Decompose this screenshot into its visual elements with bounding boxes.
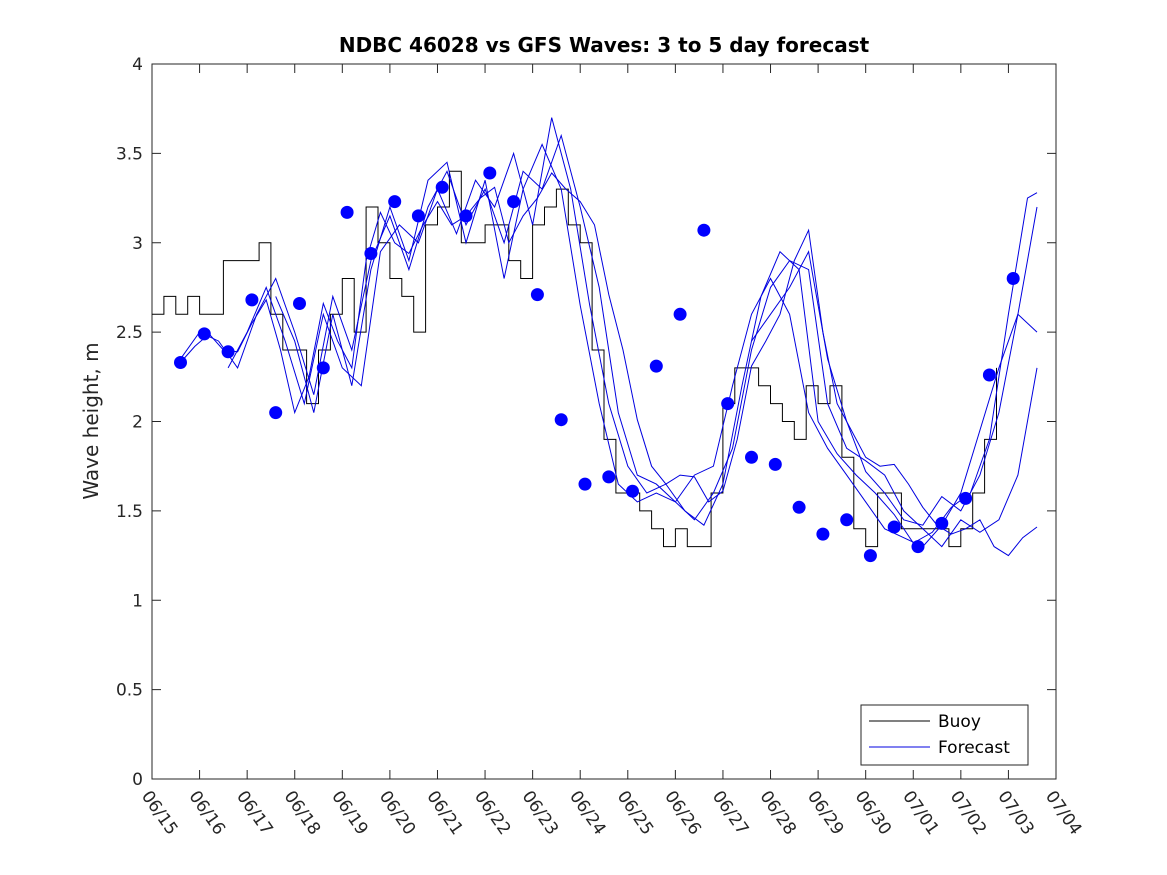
forecast-point bbox=[316, 361, 330, 375]
x-tick-label: 06/16 bbox=[185, 787, 229, 839]
x-tick-label: 06/17 bbox=[232, 787, 276, 839]
x-tick-label: 06/25 bbox=[613, 787, 657, 839]
forecast-point bbox=[364, 247, 378, 260]
x-tick-label: 06/29 bbox=[803, 787, 847, 839]
x-tick-label: 06/28 bbox=[755, 787, 799, 839]
forecast-point bbox=[721, 397, 735, 411]
x-tick-label: 07/03 bbox=[993, 787, 1037, 839]
y-tick-label: 1 bbox=[132, 591, 143, 611]
forecast-line bbox=[180, 172, 1038, 557]
buoy-line bbox=[152, 170, 997, 548]
forecast-point bbox=[816, 527, 830, 541]
forecast-point bbox=[1006, 272, 1020, 285]
forecast-point bbox=[174, 356, 187, 369]
forecast-point bbox=[221, 345, 235, 359]
x-tick-label: 06/15 bbox=[137, 787, 181, 839]
forecast-markers bbox=[174, 166, 1020, 563]
forecast-series bbox=[180, 117, 1038, 557]
forecast-point bbox=[697, 223, 711, 237]
forecast-point bbox=[340, 205, 354, 219]
forecast-line bbox=[275, 143, 1038, 548]
x-tick-label: 06/22 bbox=[470, 787, 514, 839]
forecast-point bbox=[863, 549, 877, 563]
forecast-point bbox=[649, 359, 663, 373]
forecast-point bbox=[578, 477, 592, 491]
x-tick-label: 06/20 bbox=[375, 787, 419, 839]
legend-box bbox=[860, 704, 1029, 766]
forecast-point bbox=[411, 209, 425, 223]
x-tick-label: 07/04 bbox=[1041, 787, 1085, 839]
forecast-point bbox=[197, 327, 211, 341]
forecast-point bbox=[269, 406, 283, 420]
legend-label-buoy: Buoy bbox=[938, 712, 981, 732]
forecast-point bbox=[887, 520, 901, 534]
y-tick-label: 2.5 bbox=[116, 323, 143, 343]
x-tick-label: 06/24 bbox=[565, 787, 609, 839]
forecast-point bbox=[602, 470, 616, 484]
x-tick-label: 06/27 bbox=[708, 787, 752, 839]
legend-label-forecast: Forecast bbox=[938, 738, 1010, 758]
forecast-point bbox=[435, 180, 449, 194]
forecast-point bbox=[673, 307, 687, 321]
forecast-point bbox=[911, 540, 925, 554]
x-tick-label: 06/18 bbox=[280, 787, 324, 839]
y-tick-label: 3 bbox=[132, 234, 143, 254]
plot-area bbox=[151, 63, 1057, 780]
x-tick-label: 06/19 bbox=[327, 787, 371, 839]
x-tick-label: 07/01 bbox=[898, 787, 942, 839]
forecast-point bbox=[507, 195, 521, 209]
forecast-point bbox=[459, 209, 473, 223]
y-axis-label: Wave height, m bbox=[79, 342, 103, 499]
forecast-point bbox=[626, 484, 639, 498]
forecast-point bbox=[982, 368, 996, 382]
forecast-point bbox=[554, 413, 568, 427]
y-tick-label: 3.5 bbox=[116, 144, 143, 164]
forecast-line bbox=[180, 133, 1038, 548]
x-tick-label: 06/30 bbox=[851, 787, 895, 839]
forecast-point bbox=[959, 491, 973, 505]
y-axis: 0 0.5 1 1.5 2 2.5 3 3.5 4 bbox=[116, 55, 1056, 790]
y-tick-label: 0.5 bbox=[116, 681, 143, 701]
forecast-point bbox=[293, 297, 306, 310]
buoy-series bbox=[152, 170, 997, 548]
forecast-line bbox=[751, 206, 1038, 526]
chart-title: NDBC 46028 vs GFS Waves: 3 to 5 day fore… bbox=[339, 33, 870, 57]
forecast-point bbox=[792, 500, 806, 514]
forecast-point bbox=[840, 513, 854, 527]
x-tick-label: 06/26 bbox=[660, 787, 704, 839]
y-tick-label: 1.5 bbox=[116, 502, 143, 522]
x-tick-label: 06/23 bbox=[518, 787, 562, 839]
forecast-point bbox=[245, 293, 259, 307]
y-tick-label: 2 bbox=[132, 413, 143, 433]
forecast-line bbox=[227, 117, 1038, 544]
forecast-point bbox=[745, 450, 758, 464]
forecast-point bbox=[483, 166, 497, 180]
forecast-point bbox=[768, 457, 782, 471]
y-tick-label: 0 bbox=[132, 770, 143, 790]
x-tick-label: 06/21 bbox=[422, 787, 466, 839]
y-tick-label: 4 bbox=[132, 55, 143, 75]
x-tick-label: 07/02 bbox=[946, 787, 990, 839]
forecast-point bbox=[530, 288, 544, 302]
forecast-point bbox=[935, 516, 949, 530]
forecast-point bbox=[388, 195, 402, 209]
legend: Buoy Forecast bbox=[860, 704, 1029, 766]
